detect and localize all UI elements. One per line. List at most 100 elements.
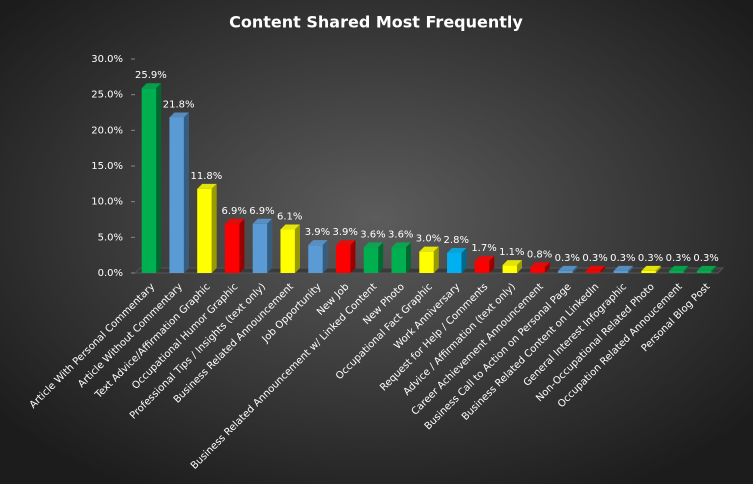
value-label: 3.9% bbox=[305, 227, 330, 238]
value-label: 0.3% bbox=[693, 253, 718, 264]
bar-side-shade bbox=[433, 246, 439, 273]
bar bbox=[641, 270, 656, 273]
bar bbox=[419, 251, 434, 273]
bar-side bbox=[350, 240, 356, 273]
y-tick-label: 20.0% bbox=[91, 125, 123, 136]
bar-side bbox=[544, 262, 550, 273]
value-label: 0.3% bbox=[666, 253, 691, 264]
bar-side bbox=[267, 218, 273, 273]
value-label: 1.7% bbox=[471, 243, 496, 254]
bar-top bbox=[530, 262, 550, 268]
y-tick-label: 10.0% bbox=[91, 197, 123, 208]
value-label: 0.3% bbox=[610, 253, 635, 264]
bar-top bbox=[363, 242, 384, 248]
bar bbox=[335, 245, 351, 273]
value-label: 3.6% bbox=[388, 229, 413, 240]
bar-side-shade bbox=[322, 240, 328, 273]
bar-side-shade bbox=[711, 265, 717, 273]
bar bbox=[308, 245, 323, 273]
bar-side-shade bbox=[211, 183, 217, 273]
value-label: 0.3% bbox=[582, 253, 607, 264]
bar-top bbox=[280, 224, 300, 230]
bar-top bbox=[669, 265, 689, 271]
value-label: 21.8% bbox=[163, 99, 195, 110]
bar-side-shade bbox=[600, 265, 606, 273]
bar-side-shade bbox=[378, 242, 384, 273]
bar-side bbox=[572, 265, 578, 273]
bar-top bbox=[169, 112, 189, 118]
bar bbox=[280, 229, 295, 273]
bar-top bbox=[696, 265, 717, 271]
bar-top bbox=[502, 260, 523, 266]
bar-side-shade bbox=[156, 83, 162, 273]
bar-side bbox=[461, 248, 467, 273]
bar-side-shade bbox=[405, 242, 411, 273]
bar-top bbox=[252, 218, 273, 224]
bar-side bbox=[711, 265, 717, 273]
bar bbox=[558, 270, 573, 273]
bar-side-shade bbox=[572, 265, 578, 273]
bar-side bbox=[405, 242, 411, 273]
bar-side bbox=[239, 218, 245, 273]
bar-top bbox=[558, 265, 578, 271]
bar-side-shade bbox=[183, 112, 189, 273]
bar-side-shade bbox=[544, 262, 550, 273]
bar-top bbox=[308, 240, 328, 246]
bar-top bbox=[224, 218, 245, 224]
bar-top bbox=[613, 265, 634, 271]
bar bbox=[363, 247, 379, 273]
bar-side-shade bbox=[655, 265, 661, 273]
bar bbox=[530, 267, 545, 273]
bar-side bbox=[517, 260, 523, 273]
bar-side-shade bbox=[489, 255, 495, 273]
bar bbox=[252, 223, 268, 273]
chart-title: Content Shared Most Frequently bbox=[229, 13, 523, 32]
bar-side-shade bbox=[267, 218, 273, 273]
bar-side bbox=[433, 246, 439, 273]
bar bbox=[391, 247, 406, 273]
value-label: 2.8% bbox=[444, 235, 469, 246]
y-tick-label: 5.0% bbox=[98, 232, 123, 243]
bar-side bbox=[183, 112, 189, 273]
value-label: 3.0% bbox=[416, 234, 441, 245]
bar bbox=[474, 260, 490, 273]
bar bbox=[197, 188, 212, 273]
bar-side bbox=[156, 83, 162, 273]
value-label: 0.8% bbox=[527, 249, 552, 260]
bar-side bbox=[600, 265, 606, 273]
y-tick-label: 30.0% bbox=[91, 54, 123, 65]
bar-top bbox=[141, 83, 162, 89]
bar-top bbox=[447, 248, 467, 254]
value-label: 3.9% bbox=[333, 227, 358, 238]
bar-top bbox=[474, 255, 495, 261]
bar bbox=[141, 88, 157, 273]
bar-side-shade bbox=[294, 224, 300, 273]
bar-side bbox=[378, 242, 384, 273]
value-label: 6.1% bbox=[277, 211, 302, 222]
bar bbox=[224, 223, 240, 273]
value-label: 0.3% bbox=[638, 253, 663, 264]
bar bbox=[613, 270, 629, 273]
bar-side-shade bbox=[683, 265, 689, 273]
bar-top bbox=[419, 246, 439, 252]
bar-top bbox=[641, 265, 661, 271]
bar-side bbox=[489, 255, 495, 273]
bar bbox=[585, 270, 601, 273]
value-label: 3.6% bbox=[360, 229, 385, 240]
bar-side-shade bbox=[461, 248, 467, 273]
value-label: 0.3% bbox=[555, 253, 580, 264]
bar-side bbox=[211, 183, 217, 273]
y-tick-label: 25.0% bbox=[91, 90, 123, 101]
bar-top bbox=[585, 265, 606, 271]
bar-side-shade bbox=[350, 240, 356, 273]
bar-side bbox=[655, 265, 661, 273]
bar-side bbox=[628, 265, 634, 273]
bar-top bbox=[197, 183, 217, 189]
bar bbox=[447, 253, 462, 273]
bar-side bbox=[683, 265, 689, 273]
bar-side bbox=[294, 224, 300, 273]
bar bbox=[502, 265, 518, 273]
bar-side-shade bbox=[628, 265, 634, 273]
